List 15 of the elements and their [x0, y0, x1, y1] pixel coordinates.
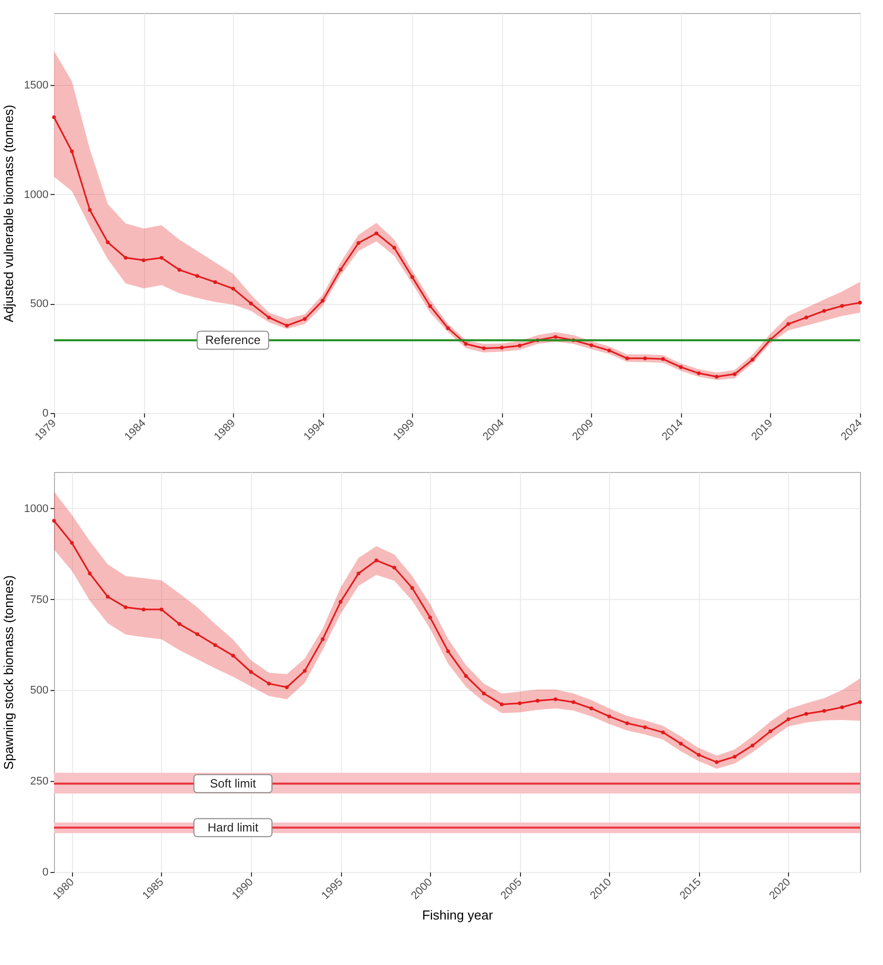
- y-tick-label: 1500: [24, 80, 48, 92]
- y-tick-label: 500: [30, 684, 48, 697]
- y-tick-label: 1000: [24, 502, 48, 515]
- y-axis-title: Spawning stock biomass (tonnes): [1, 575, 16, 770]
- y-tick-label: 0: [42, 866, 48, 878]
- ref-line-label: Soft limit: [210, 776, 257, 791]
- y-axis-title: Adjusted vulnerable biomass (tonnes): [1, 104, 16, 322]
- y-tick-label: 500: [30, 298, 48, 310]
- x-axis-title: Fishing year: [422, 907, 494, 922]
- y-tick-label: 1000: [24, 188, 48, 201]
- y-tick-label: 250: [30, 776, 48, 788]
- y-tick-label: 750: [30, 594, 48, 606]
- ref-line-label: Reference: [205, 333, 261, 348]
- y-tick-label: 0: [42, 408, 48, 420]
- ref-line-label: Hard limit: [208, 820, 259, 835]
